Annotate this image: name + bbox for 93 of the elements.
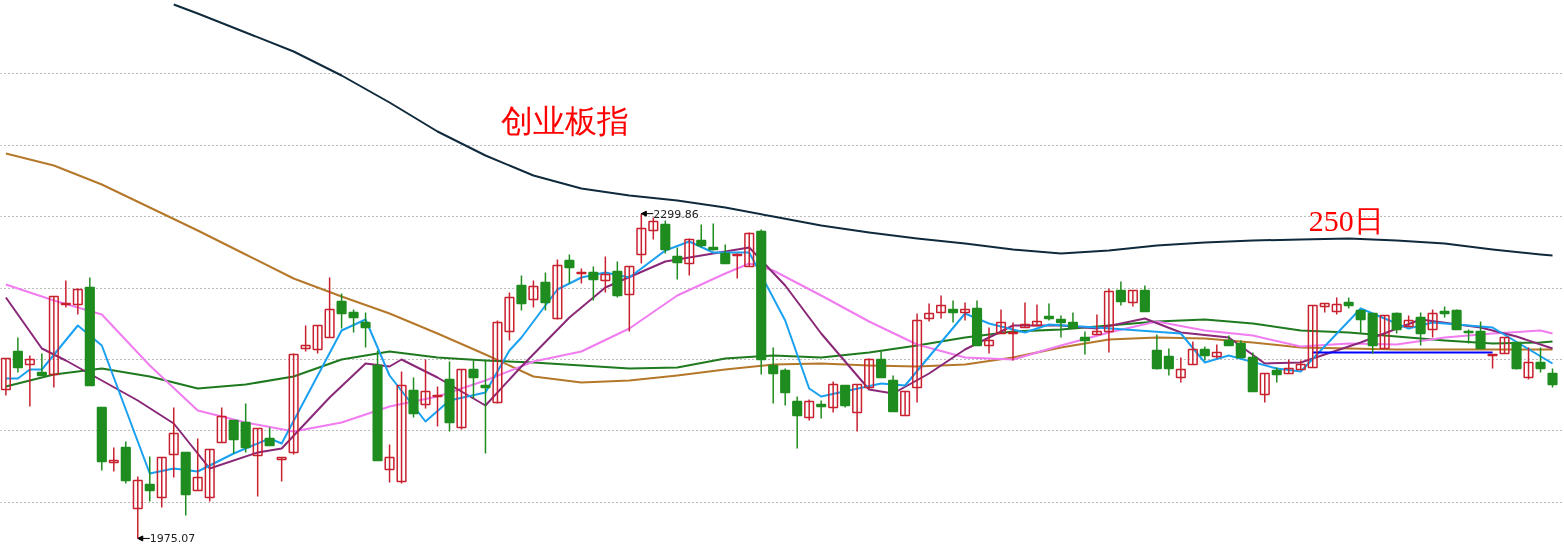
candlestick <box>192 437 203 492</box>
candlestick <box>816 399 827 420</box>
candlestick <box>528 279 539 309</box>
candlestick <box>1415 311 1426 347</box>
candlestick <box>156 456 167 509</box>
candlestick <box>1547 367 1558 389</box>
candlestick <box>1007 321 1019 362</box>
text: 创业板指 <box>500 102 629 139</box>
candlestick <box>864 357 875 390</box>
candlestick <box>840 384 851 409</box>
candlestick <box>516 274 527 312</box>
candlestick <box>792 395 803 450</box>
candlestick <box>780 367 791 407</box>
candlestick <box>1139 284 1150 313</box>
series-label: 250日 <box>1308 203 1384 237</box>
candlestick <box>1151 333 1162 371</box>
candlestick <box>1103 287 1114 354</box>
candlestick <box>959 301 971 322</box>
candlestick <box>408 376 419 419</box>
candlestick <box>1523 346 1534 381</box>
candlestick <box>204 448 215 503</box>
candlestick <box>852 383 863 433</box>
candlestick <box>1475 320 1486 350</box>
candlestick <box>1175 356 1186 384</box>
candlestick <box>144 455 155 503</box>
candlestick <box>696 223 707 249</box>
candlestick <box>1187 340 1198 366</box>
candlestick <box>540 271 551 312</box>
candlestick <box>480 359 491 455</box>
candlestick <box>1379 314 1390 350</box>
candlestick <box>672 246 683 281</box>
candlestick <box>1427 308 1438 339</box>
candlestick <box>300 324 311 353</box>
candlestick <box>348 308 359 334</box>
candlestick <box>1127 289 1138 308</box>
candlestick <box>324 276 335 339</box>
annotation: 1975.07 <box>149 532 196 546</box>
candlestick <box>312 324 323 355</box>
candlestick <box>564 253 575 285</box>
candlestick <box>935 294 947 320</box>
candlestick <box>648 216 659 241</box>
candlestick <box>288 352 299 456</box>
candlestick <box>624 265 635 333</box>
candlestick <box>36 352 47 377</box>
candlestick <box>1031 303 1043 327</box>
candlestick <box>612 260 623 299</box>
candlestick <box>1091 313 1102 336</box>
candlestick <box>744 231 755 268</box>
candlestick <box>768 346 779 405</box>
candlestick <box>168 406 179 479</box>
candlestick <box>588 265 599 302</box>
candlestick <box>1307 304 1318 369</box>
candlestick <box>48 295 59 389</box>
candlestick <box>732 252 743 280</box>
candlestick <box>252 427 263 498</box>
candlestick <box>828 380 839 414</box>
candlestick <box>804 398 815 422</box>
candlestick <box>1211 343 1222 360</box>
candlestick <box>1019 301 1031 329</box>
candlestick <box>912 312 923 404</box>
candlestick <box>684 237 695 277</box>
candlestick <box>876 349 887 379</box>
candlestick <box>228 419 239 455</box>
candlestick <box>1535 346 1546 374</box>
candlestick <box>947 299 959 324</box>
candlestick <box>360 311 371 349</box>
candlestick <box>600 255 611 294</box>
candlestick <box>1079 330 1090 356</box>
candlestick <box>983 326 995 355</box>
candlestick <box>276 456 287 483</box>
candlestick <box>72 287 83 316</box>
candlestick <box>1055 314 1067 339</box>
candlestick <box>336 292 347 330</box>
candlestick <box>720 243 731 265</box>
candlestick <box>900 390 911 417</box>
candlestick <box>708 222 719 252</box>
candlestick <box>924 302 935 323</box>
candlestick <box>468 359 479 400</box>
annotation: 2299.86 <box>653 207 699 221</box>
candlestick <box>456 368 467 431</box>
candlestick <box>216 406 227 444</box>
candlestick <box>60 279 71 309</box>
candlestick <box>0 357 11 397</box>
candlestick <box>1355 309 1366 335</box>
candlestick <box>108 446 119 473</box>
candlestick <box>12 336 23 374</box>
candlestick <box>995 308 1007 335</box>
candlestick <box>1259 372 1270 404</box>
candlestick <box>1163 347 1174 377</box>
candlestick <box>1115 280 1126 307</box>
candlestick <box>552 258 563 321</box>
candlestick <box>24 354 35 408</box>
candlestick <box>1043 302 1055 322</box>
